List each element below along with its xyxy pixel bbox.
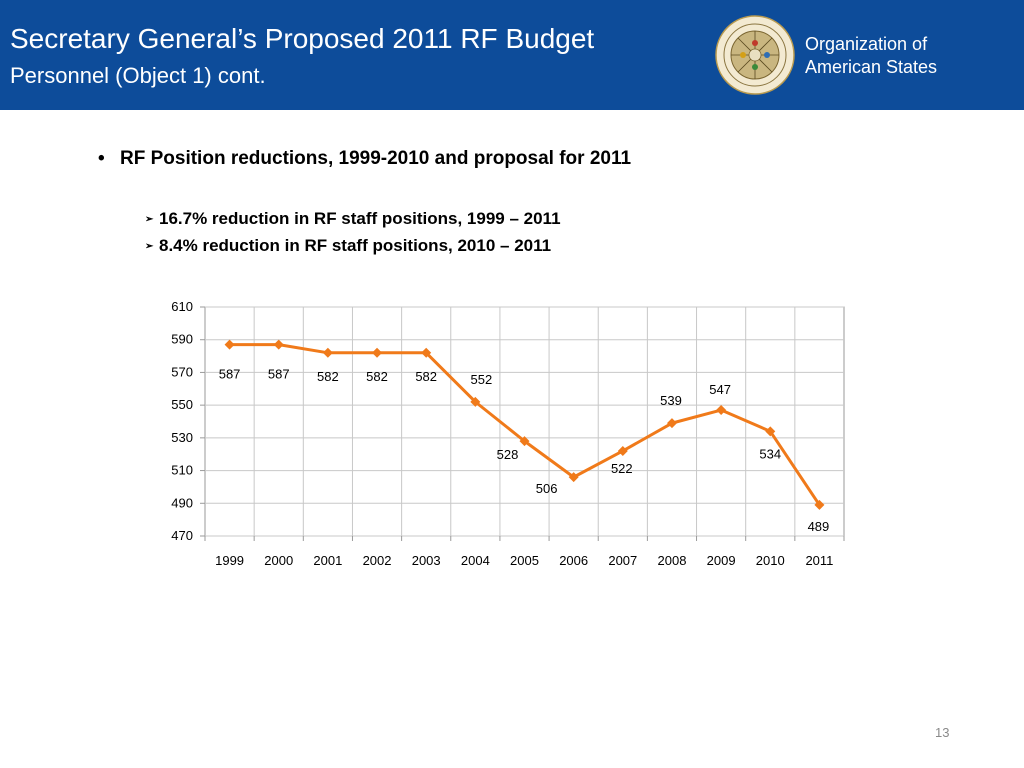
sub-bullet-text: 8.4% reduction in RF staff positions, 20… [159,236,552,255]
x-tick-label: 2005 [510,553,539,568]
oas-seal-icon [715,15,795,95]
org-name-line2: American States [805,57,938,77]
x-tick-label: 2007 [608,553,637,568]
data-point [716,405,727,416]
x-tick-label: 2001 [313,553,342,568]
data-label: 582 [317,369,339,384]
x-tick-label: 2008 [658,553,687,568]
arrow-bullet-icon: ➢ [145,241,154,252]
x-tick-label: 2009 [707,553,736,568]
data-point [421,347,432,358]
sub-bullet: ➢ 16.7% reduction in RF staff positions, … [145,209,561,229]
sub-bullet-text: 16.7% reduction in RF staff positions, 1… [159,209,561,228]
data-label: 552 [470,372,492,387]
data-point [814,499,825,510]
y-tick-label: 490 [171,495,193,510]
data-label: 528 [497,447,519,462]
data-label: 534 [759,446,781,461]
x-tick-label: 2010 [756,553,785,568]
y-tick-label: 570 [171,364,193,379]
data-point [372,347,383,358]
slide-title: Secretary General’s Proposed 2011 RF Bud… [10,23,595,54]
data-point [617,445,628,456]
data-point [765,426,776,437]
y-tick-label: 550 [171,397,193,412]
x-tick-label: 2004 [461,553,490,568]
data-label: 547 [709,382,731,397]
x-tick-label: 2000 [264,553,293,568]
slide-subtitle: Personnel (Object 1) cont. [10,63,266,88]
x-tick-label: 1999 [215,553,244,568]
plot-area [204,306,845,537]
data-label: 489 [808,519,830,534]
slide-header: Secretary General’s Proposed 2011 RF Bud… [0,0,1024,110]
data-label: 587 [219,367,241,382]
x-tick-label: 2002 [363,553,392,568]
org-name-line1: Organization of [805,34,928,54]
bullet-dot-icon: • [98,148,105,169]
data-label: 582 [366,369,388,384]
arrow-bullet-icon: ➢ [145,214,154,225]
data-point [470,396,481,407]
data-label: 582 [415,369,437,384]
data-label: 539 [660,393,682,408]
data-point [224,339,235,350]
data-label: 587 [268,367,290,382]
data-point [666,418,677,429]
main-bullet: • RF Position reductions, 1999-2010 and p… [98,148,631,170]
y-tick-label: 530 [171,430,193,445]
y-tick-label: 470 [171,528,193,543]
data-label: 506 [536,481,558,496]
x-tick-label: 2006 [559,553,588,568]
data-point [322,347,333,358]
data-point [273,339,284,350]
data-label: 522 [611,461,633,476]
org-name: Organization of American States [805,33,937,79]
x-tick-label: 2011 [805,553,833,568]
line-chart: 470 490 510 530 550 570 590 610 1999 2000 2001 2002… [171,299,845,568]
data-point [519,436,530,447]
data-point [568,472,579,483]
y-tick-label: 590 [171,332,193,347]
y-tick-label: 510 [171,463,193,478]
sub-bullet: ➢ 8.4% reduction in RF staff positions, 2… [145,236,551,256]
y-tick-label: 610 [171,299,193,314]
page-number: 13 [935,725,950,740]
main-bullet-text: RF Position reductions, 1999-2010 and pr… [120,148,632,169]
x-tick-label: 2003 [412,553,441,568]
